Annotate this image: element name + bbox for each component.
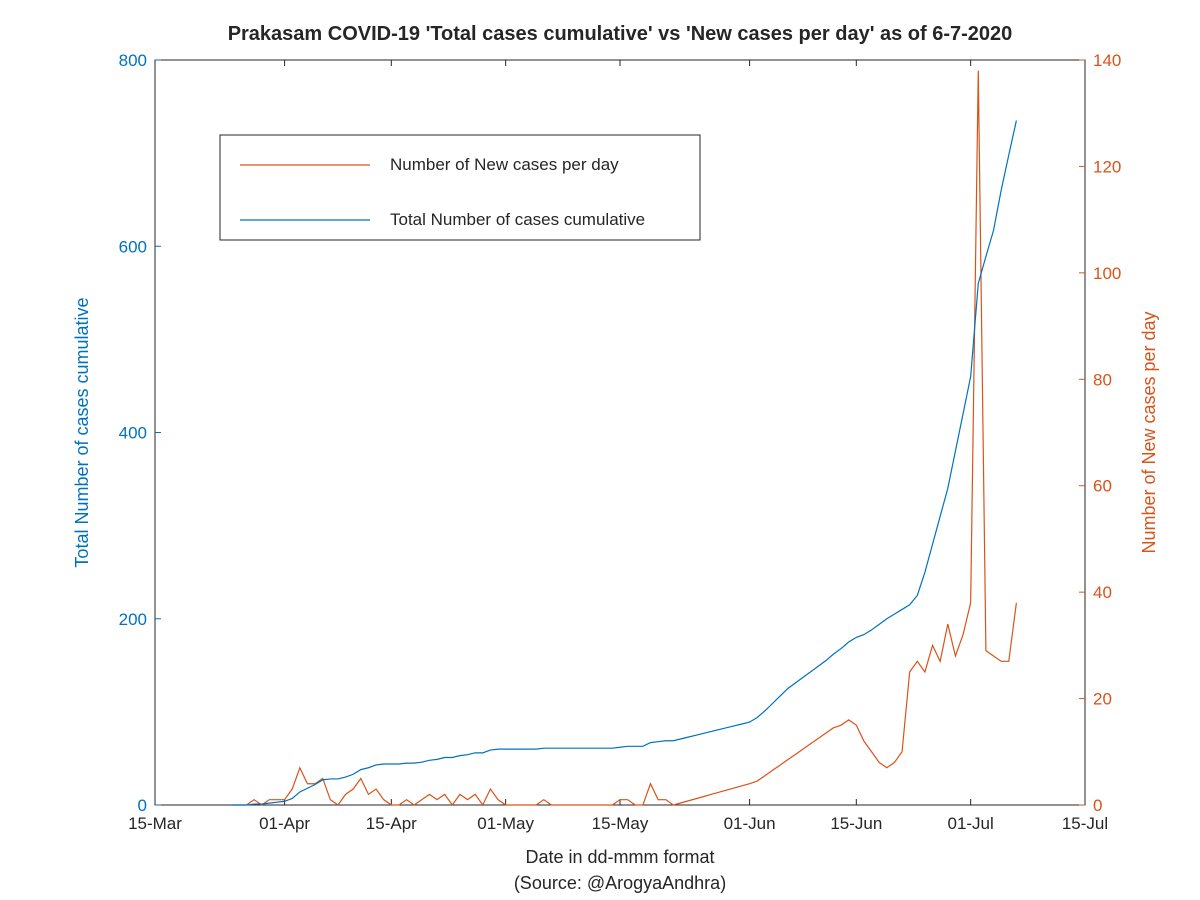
y-right-tick-label: 140 <box>1093 51 1121 70</box>
y-right-tick-label: 120 <box>1093 157 1121 176</box>
y-right-tick-label: 80 <box>1093 370 1112 389</box>
y-left-tick-label: 400 <box>119 424 147 443</box>
x-tick-label: 15-Jun <box>830 814 882 833</box>
legend-label: Total Number of cases cumulative <box>390 210 645 229</box>
chart-container: 15-Mar 01-Apr 15-Apr 01-May 15-May 01-Jun 15-J… <box>0 0 1200 900</box>
y-right-tick-label: 0 <box>1093 796 1102 815</box>
y-right-tick-label: 20 <box>1093 690 1112 709</box>
x-tick-label: 01-Jul <box>947 814 993 833</box>
y-left-tick-label: 800 <box>119 51 147 70</box>
legend-label: Number of New cases per day <box>390 155 619 174</box>
x-axis-label: Date in dd-mmm format <box>525 847 714 867</box>
x-tick-label: 01-Jun <box>724 814 776 833</box>
y-left-tick-label: 600 <box>119 237 147 256</box>
plot-area <box>155 60 1085 805</box>
y-left-tick-label: 0 <box>138 796 147 815</box>
x-axis-sublabel: (Source: @ArogyaAndhra) <box>514 873 726 893</box>
y-left-tick-label: 200 <box>119 610 147 629</box>
x-tick-label: 01-Apr <box>259 814 310 833</box>
x-tick-label: 15-Jul <box>1062 814 1108 833</box>
y-right-axis-label: Number of New cases per day <box>1139 311 1159 553</box>
chart-title: Prakasam COVID-19 'Total cases cumulativ… <box>228 23 1013 45</box>
y-right-tick-label: 40 <box>1093 583 1112 602</box>
y-right-tick-label: 60 <box>1093 477 1112 496</box>
x-tick-label: 15-Mar <box>128 814 182 833</box>
y-left-axis-label: Total Number of cases cumulative <box>72 297 92 567</box>
y-right-tick-label: 100 <box>1093 264 1121 283</box>
x-tick-label: 15-Apr <box>366 814 417 833</box>
x-tick-label: 15-May <box>592 814 649 833</box>
x-tick-label: 01-May <box>477 814 534 833</box>
series-new-cases <box>231 71 1016 805</box>
line-chart: 15-Mar 01-Apr 15-Apr 01-May 15-May 01-Jun 15-J… <box>0 0 1200 900</box>
